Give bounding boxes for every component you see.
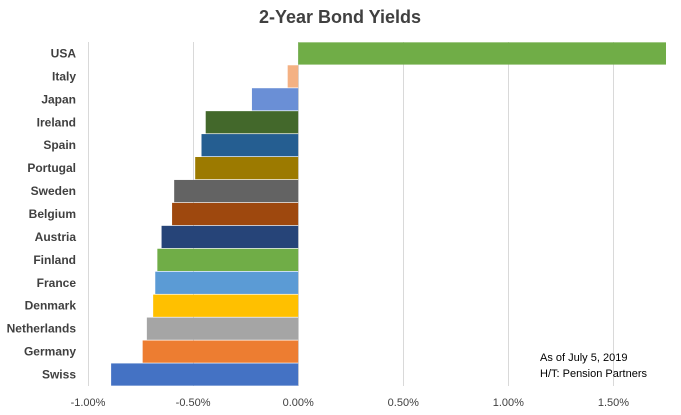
category-label-portugal: Portugal bbox=[27, 161, 76, 175]
x-tick-label-0-50: -0.50% bbox=[176, 397, 211, 409]
bar-japan bbox=[251, 88, 299, 111]
x-tick-label-1-00: 1.00% bbox=[493, 397, 524, 409]
bar-spain bbox=[201, 134, 299, 157]
category-label-spain: Spain bbox=[43, 138, 76, 152]
x-axis-tick-labels: -1.00% -0.50% 0.00% 0.50% 1.00% 1.50% bbox=[71, 397, 630, 409]
bar-finland bbox=[157, 248, 299, 271]
category-label-japan: Japan bbox=[41, 92, 76, 106]
category-label-italy: Italy bbox=[52, 69, 76, 83]
bar-netherlands bbox=[146, 317, 299, 340]
x-tick-label-1-50: 1.50% bbox=[598, 397, 629, 409]
category-label-germany: Germany bbox=[24, 345, 76, 359]
category-label-swiss: Swiss bbox=[42, 368, 76, 382]
category-label-austria: Austria bbox=[35, 230, 77, 244]
x-tick-label-0-50: 0.50% bbox=[388, 397, 419, 409]
bar-sweden bbox=[174, 179, 299, 203]
category-label-sweden: Sweden bbox=[31, 184, 76, 198]
category-label-ireland: Ireland bbox=[37, 115, 76, 129]
bar-italy bbox=[287, 65, 299, 88]
category-label-finland: Finland bbox=[33, 253, 76, 267]
category-label-netherlands: Netherlands bbox=[7, 322, 77, 336]
as-of-date-note: As of July 5, 2019 bbox=[540, 352, 627, 364]
bar-ireland bbox=[205, 111, 299, 134]
bar-france bbox=[155, 271, 299, 294]
bars bbox=[111, 42, 666, 386]
category-label-usa: USA bbox=[51, 46, 77, 60]
bar-austria bbox=[161, 225, 299, 249]
x-tick-label-0-00: 0.00% bbox=[283, 397, 314, 409]
source-note: As of July 5, 2019 H/T: Pension Partners bbox=[540, 352, 647, 380]
bar-portugal bbox=[195, 157, 299, 180]
category-label-denmark: Denmark bbox=[25, 299, 77, 313]
category-label-france: France bbox=[37, 276, 77, 290]
category-label-belgium: Belgium bbox=[29, 207, 76, 221]
bar-germany bbox=[142, 340, 299, 363]
category-labels: USA Italy Japan Ireland Spain Portugal Sweden B… bbox=[7, 46, 77, 381]
bar-belgium bbox=[172, 202, 299, 226]
source-credit-note: H/T: Pension Partners bbox=[540, 368, 647, 380]
bar-usa bbox=[298, 42, 666, 65]
gridlines bbox=[88, 42, 614, 386]
bar-swiss bbox=[111, 363, 299, 386]
chart-title: 2-Year Bond Yields bbox=[259, 7, 421, 27]
x-tick-label-1-00: -1.00% bbox=[71, 397, 106, 409]
bar-denmark bbox=[153, 294, 299, 317]
